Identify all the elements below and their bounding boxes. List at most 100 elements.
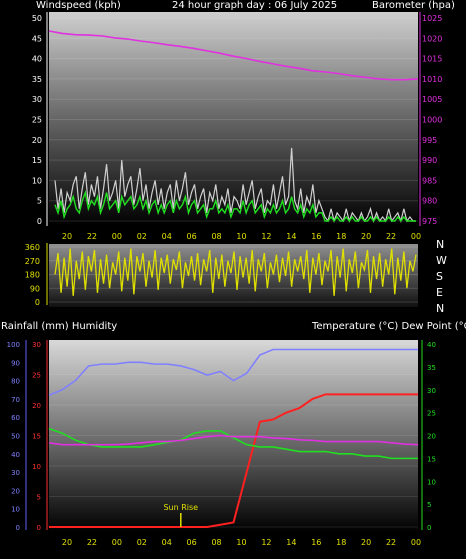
direction-y-tick-label: 90 [30, 284, 40, 293]
wind-y-tick-label: 5 [37, 197, 42, 206]
humidity-y-tick-label: 0 [16, 524, 20, 532]
wind-x-tick-label: 10 [236, 232, 246, 241]
wind-y-tick-label: 20 [32, 136, 42, 145]
wind-avg-series-line [54, 189, 416, 223]
temp-x-tick-label: 00 [411, 538, 421, 547]
temp-x-tick-label: 20 [62, 538, 72, 547]
pressure-y-tick-label: 980 [422, 197, 437, 206]
temp-y-tick-label: 0 [427, 524, 431, 532]
temp-dewpoint-axis-title: Temperature (°C) Dew Point (°C) [312, 321, 466, 332]
humidity-series-line [48, 348, 418, 396]
wind-gust-series-line [54, 147, 416, 224]
rain-y-tick-label: 0 [37, 524, 41, 532]
rain-y-tick-label: 30 [32, 341, 41, 349]
humidity-y-tick-label: 10 [11, 506, 20, 514]
temp-y-tick-label: 25 [427, 410, 436, 418]
graph-title: 24 hour graph day : 06 July 2025 [172, 0, 338, 11]
humidity-y-tick-label: 60 [11, 414, 20, 422]
wind-y-tick-label: 35 [32, 75, 42, 84]
wind-x-tick-label: 18 [336, 232, 346, 241]
pressure-y-tick-label: 990 [422, 156, 437, 165]
temp-x-tick-label: 18 [336, 538, 346, 547]
temp-y-tick-label: 15 [427, 455, 436, 463]
temp-x-tick-label: 20 [361, 538, 371, 547]
temp-x-tick-label: 22 [386, 538, 396, 547]
wind-x-tick-label: 16 [311, 232, 321, 241]
humidity-y-tick-label: 80 [11, 378, 20, 386]
humidity-y-tick-label: 40 [11, 451, 20, 459]
temp-y-tick-label: 40 [427, 341, 436, 349]
rain-y-tick-label: 20 [32, 402, 41, 410]
rain-y-tick-label: 10 [32, 463, 41, 471]
rain-series-line [48, 434, 419, 446]
compass-west: W [436, 254, 447, 267]
temp-x-tick-label: 00 [112, 538, 122, 547]
dewpoint-series-line [48, 427, 418, 460]
temp-y-tick-label: 10 [427, 478, 436, 486]
direction-y-tick-label: 180 [25, 271, 40, 280]
wind-y-tick-label: 30 [32, 95, 42, 104]
pressure-y-tick-label: 1020 [422, 34, 442, 43]
pressure-y-tick-label: 1015 [422, 55, 442, 64]
pressure-y-tick-label: 1025 [422, 14, 442, 23]
pressure-series-line [48, 30, 419, 81]
rain-y-tick-label: 25 [32, 372, 41, 380]
pressure-y-tick-label: 1000 [422, 116, 442, 125]
temperature-series-line [49, 393, 418, 528]
wind-y-tick-label: 10 [32, 176, 42, 185]
temp-y-tick-label: 35 [427, 364, 436, 372]
compass-north-2: N [436, 302, 445, 315]
wind-x-tick-label: 20 [361, 232, 371, 241]
temp-x-tick-label: 14 [286, 538, 296, 547]
humidity-y-tick-label: 100 [7, 341, 20, 349]
pressure-y-tick-label: 985 [422, 176, 437, 185]
wind-y-tick-label: 40 [32, 55, 42, 64]
wind-y-tick-label: 25 [32, 116, 42, 125]
rain-y-tick-label: 5 [37, 494, 41, 502]
wind-x-tick-label: 22 [386, 232, 396, 241]
pressure-y-tick-label: 1005 [422, 95, 442, 104]
temp-x-tick-label: 12 [261, 538, 271, 547]
temp-x-tick-label: 04 [162, 538, 172, 547]
wind-direction-series-line [54, 248, 417, 296]
sunrise-label: Sun Rise [163, 503, 198, 512]
wind-x-tick-label: 20 [62, 232, 72, 241]
temp-y-tick-label: 20 [427, 433, 436, 441]
temp-y-tick-label: 30 [427, 387, 436, 395]
compass-south: S [436, 270, 443, 283]
temp-x-tick-label: 08 [211, 538, 221, 547]
barometer-axis-title: Barometer (hpa) [372, 0, 455, 11]
wind-x-tick-label: 00 [411, 232, 421, 241]
humidity-y-tick-label: 90 [11, 359, 20, 367]
humidity-y-tick-label: 20 [11, 487, 20, 495]
temp-x-tick-label: 16 [311, 538, 321, 547]
wind-x-tick-label: 14 [286, 232, 296, 241]
direction-y-tick-label: 0 [35, 298, 40, 307]
humidity-y-tick-label: 70 [11, 396, 20, 404]
wind-x-tick-label: 06 [187, 232, 197, 241]
rain-y-tick-label: 15 [32, 433, 41, 441]
compass-east: E [436, 286, 443, 299]
windspeed-axis-title: Windspeed (kph) [36, 0, 121, 11]
wind-x-tick-label: 08 [211, 232, 221, 241]
wind-x-tick-label: 04 [162, 232, 172, 241]
wind-x-tick-label: 22 [87, 232, 97, 241]
wind-x-tick-label: 02 [137, 232, 147, 241]
wind-plot-area [49, 12, 418, 226]
compass-north: N [436, 238, 445, 251]
pressure-y-tick-label: 1010 [422, 75, 442, 84]
wind-x-tick-label: 00 [112, 232, 122, 241]
rain-humidity-axis-title: Rainfall (mm) Humidity [1, 321, 118, 332]
temp-x-tick-label: 10 [236, 538, 246, 547]
direction-y-tick-label: 270 [25, 257, 40, 266]
pressure-y-tick-label: 975 [422, 217, 437, 226]
humidity-y-tick-label: 30 [11, 469, 20, 477]
pressure-y-tick-label: 995 [422, 136, 437, 145]
wind-y-tick-label: 45 [32, 34, 42, 43]
humidity-y-tick-label: 50 [11, 433, 20, 441]
temp-x-tick-label: 02 [137, 538, 147, 547]
wind-y-tick-label: 50 [32, 14, 42, 23]
wind-x-tick-label: 12 [261, 232, 271, 241]
